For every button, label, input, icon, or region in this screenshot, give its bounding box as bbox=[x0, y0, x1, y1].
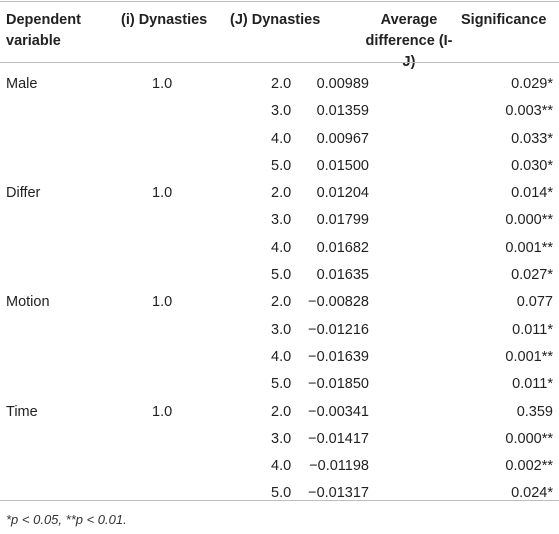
cell-significance: 0.000** bbox=[505, 430, 553, 447]
table-row: 3.0 −0.01216 0.011* bbox=[0, 317, 559, 344]
cell-dependent-variable: Time bbox=[6, 403, 38, 420]
cell-j-dynasty: 3.0 bbox=[271, 321, 292, 338]
cell-i-dynasty: 1.0 bbox=[152, 185, 173, 202]
table-row: 3.0 −0.01417 0.000** bbox=[0, 426, 559, 453]
table-row: 3.0 0.01799 0.000** bbox=[0, 207, 559, 234]
cell-j-dynasty: 5.0 bbox=[271, 485, 292, 502]
cell-average-difference: 0.01204 bbox=[316, 185, 369, 202]
cell-average-difference: −0.01850 bbox=[308, 376, 369, 393]
cell-dependent-variable: Male bbox=[6, 76, 38, 92]
cell-average-difference: 0.01799 bbox=[316, 212, 369, 229]
cell-j-dynasty: 4.0 bbox=[271, 348, 292, 365]
cell-average-difference: −0.01198 bbox=[309, 458, 369, 475]
table-body: Male 1.0 2.0 0.00989 0.029* 3.0 0.01359 … bbox=[0, 71, 559, 508]
cell-average-difference: −0.01417 bbox=[308, 430, 369, 447]
header-i-dynasties: (i) Dynasties bbox=[121, 12, 208, 28]
cell-average-difference: −0.01216 bbox=[308, 321, 369, 338]
table-row: 4.0 −0.01198 0.002** bbox=[0, 453, 559, 480]
table-row: 5.0 0.01635 0.027* bbox=[0, 262, 559, 289]
table-row: 4.0 −0.01639 0.001** bbox=[0, 344, 559, 371]
cell-j-dynasty: 4.0 bbox=[271, 458, 292, 475]
table-row: 5.0 −0.01850 0.011* bbox=[0, 371, 559, 398]
header-average-difference: Average difference (I-J) bbox=[365, 12, 453, 70]
cell-average-difference: −0.01317 bbox=[308, 485, 369, 502]
table-row: 4.0 0.01682 0.001** bbox=[0, 235, 559, 262]
cell-dependent-variable: Differ bbox=[6, 185, 41, 202]
cell-i-dynasty: 1.0 bbox=[152, 76, 173, 92]
cell-significance: 0.027* bbox=[511, 267, 553, 284]
cell-significance: 0.000** bbox=[505, 212, 553, 229]
cell-j-dynasty: 5.0 bbox=[271, 267, 292, 284]
cell-j-dynasty: 2.0 bbox=[271, 403, 292, 420]
cell-i-dynasty: 1.0 bbox=[152, 294, 173, 311]
cell-j-dynasty: 4.0 bbox=[271, 239, 292, 256]
cell-significance: 0.003** bbox=[505, 103, 553, 120]
cell-j-dynasty: 2.0 bbox=[271, 294, 292, 311]
cell-significance: 0.077 bbox=[516, 294, 553, 311]
table-row: 5.0 −0.01317 0.024* bbox=[0, 480, 559, 507]
table-footnote: *p < 0.05, **p < 0.01. bbox=[6, 512, 127, 527]
cell-average-difference: −0.01639 bbox=[308, 348, 369, 365]
cell-j-dynasty: 2.0 bbox=[271, 185, 292, 202]
header-j-dynasties: (J) Dynasties bbox=[230, 12, 321, 28]
cell-significance: 0.030* bbox=[511, 157, 553, 174]
table-header: Dependent variable (i) Dynasties (J) Dyn… bbox=[0, 0, 559, 70]
table-row: 4.0 0.00967 0.033* bbox=[0, 126, 559, 153]
cell-significance: 0.001** bbox=[505, 239, 553, 256]
table-row: 5.0 0.01500 0.030* bbox=[0, 153, 559, 180]
cell-j-dynasty: 5.0 bbox=[271, 376, 292, 393]
table-row: Time 1.0 2.0 −0.00341 0.359 bbox=[0, 399, 559, 426]
cell-significance: 0.014* bbox=[511, 185, 553, 202]
header-dependent-variable: Dependent variable bbox=[6, 12, 81, 49]
cell-significance: 0.024* bbox=[511, 485, 553, 502]
top-rule bbox=[0, 1, 559, 2]
cell-average-difference: −0.00828 bbox=[308, 294, 369, 311]
cell-significance: 0.011* bbox=[512, 321, 553, 338]
cell-average-difference: 0.01359 bbox=[316, 103, 369, 120]
cell-average-difference: 0.01682 bbox=[316, 239, 369, 256]
cell-i-dynasty: 1.0 bbox=[152, 403, 173, 420]
cell-average-difference: 0.01635 bbox=[316, 267, 369, 284]
cell-average-difference: 0.00989 bbox=[316, 76, 369, 92]
cell-j-dynasty: 3.0 bbox=[271, 430, 292, 447]
cell-dependent-variable: Motion bbox=[6, 294, 50, 311]
bottom-rule bbox=[0, 500, 559, 501]
cell-j-dynasty: 2.0 bbox=[271, 76, 292, 92]
cell-significance: 0.359 bbox=[516, 403, 553, 420]
cell-j-dynasty: 3.0 bbox=[271, 212, 292, 229]
table-row: 3.0 0.01359 0.003** bbox=[0, 98, 559, 125]
header-significance: Significance bbox=[461, 12, 547, 28]
cell-significance: 0.002** bbox=[505, 458, 553, 475]
header-rule bbox=[0, 62, 559, 63]
table-row: Male 1.0 2.0 0.00989 0.029* bbox=[0, 71, 559, 98]
cell-average-difference: −0.00341 bbox=[308, 403, 369, 420]
cell-significance: 0.033* bbox=[511, 130, 553, 147]
cell-j-dynasty: 3.0 bbox=[271, 103, 292, 120]
cell-significance: 0.001** bbox=[505, 348, 553, 365]
table-row: Motion 1.0 2.0 −0.00828 0.077 bbox=[0, 289, 559, 316]
cell-significance: 0.011* bbox=[512, 376, 553, 393]
cell-average-difference: 0.01500 bbox=[316, 157, 369, 174]
cell-significance: 0.029* bbox=[511, 76, 553, 92]
table-row: Differ 1.0 2.0 0.01204 0.014* bbox=[0, 180, 559, 207]
cell-j-dynasty: 5.0 bbox=[271, 157, 292, 174]
cell-j-dynasty: 4.0 bbox=[271, 130, 292, 147]
cell-average-difference: 0.00967 bbox=[316, 130, 369, 147]
